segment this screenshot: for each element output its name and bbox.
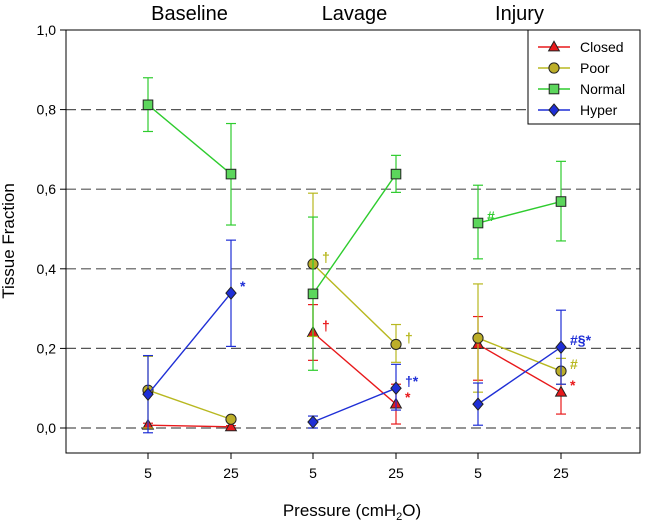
legend-box (527, 29, 641, 125)
series-line (147, 424, 232, 428)
data-point (142, 387, 154, 401)
data-point (307, 288, 319, 300)
series-line (312, 387, 397, 423)
x-tick-label: 5 (144, 465, 152, 481)
significance-marker: † (405, 329, 413, 345)
data-point (225, 286, 237, 300)
series-line (477, 346, 562, 405)
y-axis-label: Tissue Fraction (0, 183, 18, 299)
series-normal (142, 77, 567, 371)
significance-marker: * (405, 389, 411, 405)
legend-label: Normal (580, 81, 625, 97)
x-axis-label-end: O) (402, 501, 421, 520)
x-tick-label: 25 (553, 465, 569, 481)
series-line (312, 173, 397, 295)
group-label: Injury (495, 3, 544, 25)
y-tick-label: 1,0 (37, 22, 57, 38)
x-tick-label: 5 (309, 465, 317, 481)
significance-marker: # (487, 208, 495, 224)
x-tick-label: 25 (388, 465, 404, 481)
data-point (390, 381, 402, 395)
legend-marker (548, 83, 560, 95)
significance-marker: † (322, 317, 330, 333)
significance-marker: †* (405, 373, 419, 389)
group-labels: Baseline Lavage Injury (151, 3, 544, 25)
x-axis-label-subscript: 2 (396, 511, 402, 522)
series-hyper (142, 239, 567, 434)
series-line (477, 343, 562, 393)
y-tick-label: 0,0 (37, 420, 57, 436)
data-point (554, 385, 568, 397)
y-tick-label: 0,6 (37, 181, 57, 197)
legend-marker (548, 103, 560, 117)
group-label: Lavage (322, 3, 388, 25)
y-tick-label: 0,2 (37, 340, 57, 356)
series-line (312, 331, 397, 405)
x-axis-label-main: Pressure (cmH (283, 501, 396, 520)
legend-item: Hyper (538, 102, 618, 118)
y-tick-label: 0,8 (37, 102, 57, 118)
data-point (142, 99, 154, 111)
legend-label: Closed (580, 39, 624, 55)
data-point (225, 168, 237, 180)
x-tick-label: 5 (474, 465, 482, 481)
legend: Closed Poor Normal Hyper (527, 29, 641, 125)
group-label: Baseline (151, 3, 228, 25)
significance-marker: * (240, 278, 246, 294)
data-point (225, 413, 237, 425)
significance-marker: * (570, 377, 576, 393)
significance-marker: #§* (570, 332, 592, 348)
legend-items: Closed Poor Normal Hyper (538, 39, 625, 118)
series-poor (142, 192, 567, 429)
legend-item: Normal (538, 81, 625, 97)
series-line (147, 389, 232, 420)
data-point (390, 168, 402, 180)
x-tick-label: 25 (223, 465, 239, 481)
data-point (472, 217, 484, 229)
series-line (312, 263, 397, 345)
series-line (477, 200, 562, 224)
significance-marker: # (570, 356, 578, 372)
legend-marker (547, 40, 561, 52)
legend-label: Hyper (580, 102, 618, 118)
x-axis-label: Pressure (cmH2O) (283, 501, 421, 522)
data-point (555, 340, 567, 354)
grid-lines (66, 108, 640, 429)
data-point (472, 332, 484, 344)
series-line (147, 104, 232, 175)
legend-item: Poor (538, 60, 610, 76)
significance-marker: † (322, 249, 330, 265)
x-axis-ticks: 5 25 5 25 5 25 (144, 453, 569, 481)
series-line (147, 292, 232, 395)
data-point (390, 338, 402, 351)
data-point (224, 420, 238, 432)
y-tick-label: 0,4 (37, 261, 57, 277)
plot-frame (65, 29, 641, 454)
data-point (555, 196, 567, 207)
series-line (477, 337, 562, 372)
y-axis-ticks: 0,0 0,2 0,4 0,6 0,8 1,0 (37, 22, 66, 436)
legend-marker (548, 62, 560, 74)
series-layer (141, 77, 568, 434)
legend-label: Poor (580, 60, 610, 76)
annotations: *††††**##§*#* (240, 208, 592, 405)
data-point (472, 397, 484, 411)
data-point (307, 415, 319, 429)
legend-item: Closed (538, 39, 624, 55)
